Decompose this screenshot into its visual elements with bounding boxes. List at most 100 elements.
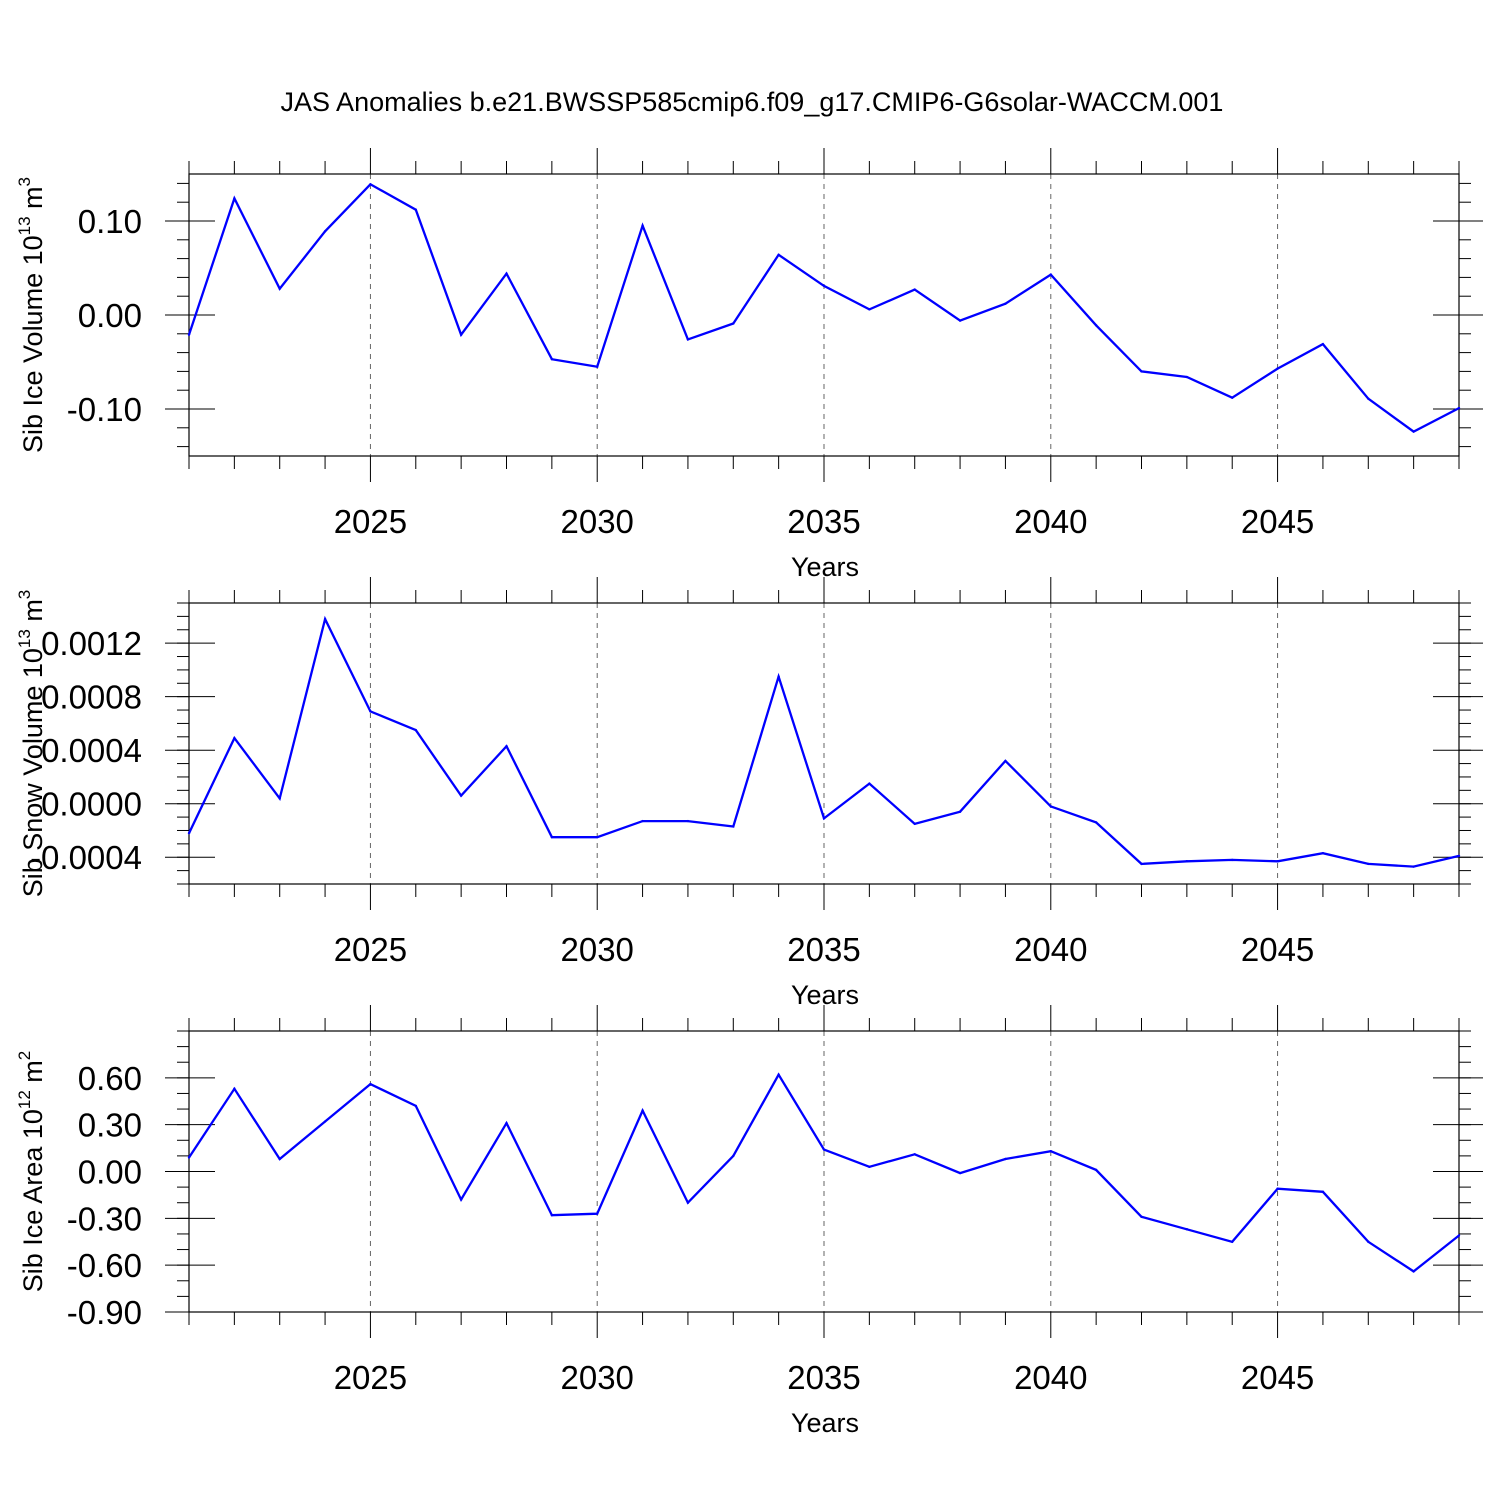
y-tick-label: 0.00 <box>78 297 142 334</box>
chart-panel-3: -0.90 -0.60 -0.30 0.00 0.30 0.60 2025 2030 2035 2… <box>15 1005 1483 1438</box>
x-tick-label: 2035 <box>787 1359 860 1396</box>
y-tick-label: -0.30 <box>67 1200 142 1237</box>
y-tick-label: 0.00 <box>78 1154 142 1191</box>
data-point <box>1004 759 1007 763</box>
y-tick-label: 0.60 <box>78 1060 142 1097</box>
x-tick-label: 2035 <box>787 503 860 540</box>
data-point <box>187 333 191 336</box>
data-point <box>505 744 508 748</box>
data-point <box>459 333 463 336</box>
data-point <box>686 1201 690 1204</box>
data-point <box>1321 342 1325 346</box>
data-point <box>913 288 916 291</box>
data-point <box>550 1214 554 1217</box>
y-tick-label: 0.0004 <box>41 732 142 769</box>
data-point <box>414 208 417 211</box>
data-point <box>1185 860 1189 863</box>
data-point <box>1004 302 1007 305</box>
data-point <box>278 1157 281 1161</box>
chart-panel-1: -0.10 0.00 0.10 2025 2030 2035 2040 2045 Years Si… <box>15 148 1483 582</box>
data-point <box>414 728 417 732</box>
data-point <box>1185 1228 1189 1231</box>
data-point <box>822 284 826 288</box>
data-point <box>1276 860 1279 863</box>
data-point <box>278 287 281 290</box>
data-point <box>505 272 508 275</box>
y-axis-label: Sib Ice Volume 1013 m3 <box>15 177 48 453</box>
data-point <box>1231 396 1234 399</box>
data-point <box>958 319 962 322</box>
data-point <box>459 1198 463 1201</box>
data-point <box>323 230 327 233</box>
data-point <box>1094 821 1098 824</box>
y-tick-label: -0.60 <box>67 1247 142 1284</box>
data-point <box>596 835 599 839</box>
x-axis-label: Years <box>791 980 859 1010</box>
x-tick-label: 2045 <box>1241 503 1314 540</box>
y-axis-label-unit-exponent: 3 <box>15 590 34 599</box>
y-axis-label-exponent: 13 <box>15 216 34 235</box>
y-axis-label: Sib Snow Volume 1013 m3 <box>15 590 48 898</box>
data-point <box>1367 397 1370 400</box>
data-point <box>369 1082 372 1086</box>
x-tick-label: 2030 <box>561 1359 634 1396</box>
x-tick-label: 2040 <box>1014 1359 1087 1396</box>
y-axis-label-unit: m <box>18 186 48 216</box>
data-point <box>1049 805 1052 808</box>
data-point <box>1367 862 1370 866</box>
data-point <box>686 819 690 823</box>
data-point <box>958 1171 962 1175</box>
data-point <box>1140 370 1143 373</box>
y-tick-label: 0.0000 <box>41 786 142 823</box>
data-point <box>323 617 327 621</box>
data-point <box>187 1156 191 1159</box>
x-tick-label: 2025 <box>334 503 407 540</box>
data-point <box>686 338 690 341</box>
data-point <box>369 183 372 186</box>
data-point <box>868 308 871 311</box>
data-point <box>958 810 962 813</box>
data-point <box>596 1212 599 1215</box>
data-point <box>505 1121 508 1125</box>
data-point <box>459 794 463 797</box>
x-tick-label: 2035 <box>787 931 860 968</box>
x-tick-label: 2030 <box>561 931 634 968</box>
data-point <box>1185 375 1189 379</box>
data-point <box>1412 1270 1415 1273</box>
data-point <box>822 817 826 820</box>
y-tick-label: -0.90 <box>67 1294 142 1331</box>
x-tick-label: 2030 <box>561 503 634 540</box>
data-point <box>777 1073 780 1076</box>
data-point <box>369 710 372 713</box>
y-axis-label-exponent: 12 <box>15 1090 34 1109</box>
data-point <box>187 831 191 835</box>
data-point <box>1276 1187 1279 1190</box>
y-tick-label: 0.10 <box>78 203 142 240</box>
x-tick-label: 2040 <box>1014 931 1087 968</box>
data-point <box>1049 1150 1052 1153</box>
y-tick-label: 0.0012 <box>41 625 142 662</box>
data-point <box>732 322 735 325</box>
data-point <box>233 197 236 200</box>
y-axis-label-exponent: 13 <box>15 629 34 648</box>
data-point <box>1321 852 1325 855</box>
data-point <box>1457 406 1461 410</box>
data-point <box>550 835 554 839</box>
data-point <box>550 357 554 361</box>
data-point <box>233 736 236 740</box>
data-point <box>732 1154 735 1158</box>
data-point <box>1457 854 1461 858</box>
data-point <box>278 797 281 800</box>
y-axis-label-text: Sib Snow Volume 10 <box>18 648 48 897</box>
y-axis-label-text: Sib Ice Area 10 <box>18 1109 48 1292</box>
data-point <box>233 1087 236 1090</box>
data-point <box>777 253 780 257</box>
x-tick-label: 2040 <box>1014 503 1087 540</box>
data-point <box>913 822 916 825</box>
data-point <box>1276 367 1279 370</box>
y-tick-label: 0.30 <box>78 1107 142 1144</box>
data-point <box>323 1120 327 1123</box>
data-point <box>1412 865 1415 868</box>
data-point <box>1049 273 1052 276</box>
